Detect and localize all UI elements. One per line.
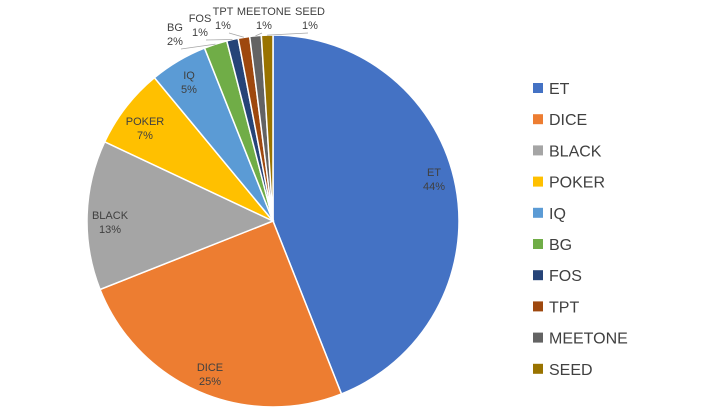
leader-lines bbox=[180, 32, 309, 50]
legend: ET DICE BLACK POKER IQ BG FOS TPT MEETONE SEED bbox=[533, 81, 628, 379]
leader-line-tpt bbox=[228, 32, 245, 38]
slice-label-dice: DICE 25% bbox=[197, 362, 223, 388]
leader-line-fos bbox=[205, 39, 233, 41]
legend-swatch-et bbox=[533, 83, 543, 93]
legend-label-dice: DICE bbox=[549, 112, 587, 129]
leader-line-seed bbox=[267, 32, 309, 36]
leader-line-bg bbox=[180, 43, 216, 50]
slice-label-black: BLACK 13% bbox=[92, 210, 129, 236]
pie-slice-et bbox=[272, 34, 460, 395]
legend-label-fos: FOS bbox=[549, 268, 582, 285]
legend-swatch-fos bbox=[533, 270, 543, 281]
slice-label-iq: IQ 5% bbox=[181, 70, 197, 96]
legend-swatch-poker bbox=[533, 176, 543, 187]
legend-swatch-dice bbox=[533, 114, 543, 125]
legend-swatch-black bbox=[533, 145, 543, 156]
slice-label-seed: SEED 1% bbox=[295, 6, 325, 32]
slice-labels: ET 44% DICE 25% BLACK 13% POKER 7% IQ 5% BG 2% FOS 1%… bbox=[92, 6, 445, 388]
legend-swatch-tpt bbox=[533, 301, 543, 312]
pie-slice-black bbox=[86, 140, 275, 291]
legend-label-tpt: TPT bbox=[549, 299, 579, 316]
pie-slices bbox=[86, 34, 460, 408]
legend-label-et: ET bbox=[549, 81, 570, 98]
legend-label-black: BLACK bbox=[549, 143, 602, 160]
slice-label-bg: BG 2% bbox=[167, 22, 183, 48]
slice-label-tpt: TPT 1% bbox=[213, 6, 234, 32]
pie-slice-dice bbox=[99, 220, 343, 408]
legend-swatch-seed bbox=[533, 363, 543, 374]
legend-label-iq: IQ bbox=[549, 206, 566, 223]
slice-label-meetone: MEETONE 1% bbox=[237, 6, 291, 32]
slice-label-poker: POKER 7% bbox=[126, 116, 165, 142]
legend-label-meetone: MEETONE bbox=[549, 331, 628, 348]
slice-label-et: ET 44% bbox=[423, 167, 445, 193]
legend-swatch-bg bbox=[533, 239, 543, 249]
legend-swatch-iq bbox=[533, 207, 543, 218]
slice-label-fos: FOS 1% bbox=[189, 13, 212, 39]
legend-label-bg: BG bbox=[549, 237, 572, 254]
legend-label-seed: SEED bbox=[549, 362, 593, 379]
legend-label-poker: POKER bbox=[549, 175, 605, 192]
legend-swatch-meetone bbox=[533, 332, 543, 343]
leader-line-meetone bbox=[255, 32, 263, 37]
